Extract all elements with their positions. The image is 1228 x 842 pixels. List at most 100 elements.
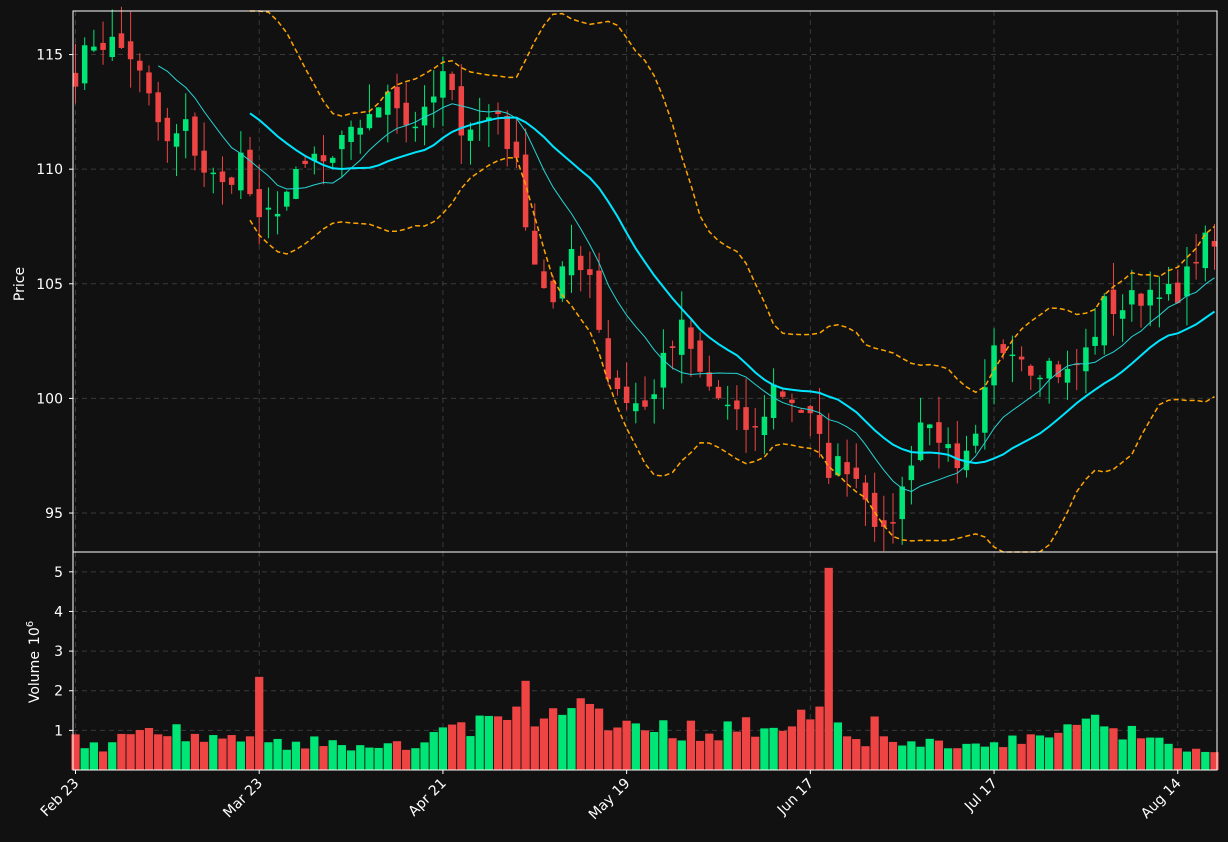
candle-body [164, 117, 171, 142]
volume-axis-exponent: 6 [25, 621, 36, 627]
price-tick-label: 95 [45, 506, 63, 522]
volume-bar [1026, 734, 1035, 770]
candle-body [862, 482, 869, 500]
volume-bar [1127, 725, 1136, 770]
candle-body [1193, 261, 1199, 264]
volume-bar [971, 743, 980, 770]
candle-body [1211, 240, 1218, 247]
candle-body [118, 33, 125, 48]
volume-bar [723, 721, 732, 770]
candle-body [743, 407, 749, 430]
candle-body [320, 155, 327, 162]
candle-body [798, 409, 804, 413]
volume-bar [622, 720, 631, 770]
volume-bar [549, 708, 558, 770]
candle-body [835, 456, 841, 476]
volume-bar [1173, 748, 1182, 770]
bollinger-lower-line [249, 157, 1215, 553]
candle-body [219, 171, 226, 183]
candle-body [329, 157, 336, 163]
volume-bar [576, 698, 585, 770]
volume-bar [631, 723, 640, 770]
candle-body [137, 60, 143, 71]
volume-bar [521, 680, 530, 770]
volume-bar [539, 718, 549, 770]
candle-body [293, 168, 299, 199]
candle-body [1055, 364, 1062, 378]
candle-body [284, 191, 290, 207]
candle-body [1092, 336, 1098, 346]
candle-body [697, 340, 703, 372]
candle-body [1156, 297, 1163, 299]
volume-bar [475, 715, 484, 770]
volume-bar [741, 717, 751, 770]
volume-bar [567, 708, 576, 770]
candle-body [917, 422, 924, 461]
candle-body [614, 377, 621, 390]
price-tick-label: 100 [36, 391, 63, 407]
candle-body [173, 133, 180, 147]
candle-body [182, 119, 189, 131]
volume-bar [797, 709, 806, 770]
volume-bar [264, 742, 273, 770]
candle-body [72, 72, 79, 87]
candle-body [127, 41, 134, 60]
volume-bar [144, 727, 154, 770]
candle-body [1028, 365, 1034, 376]
candle-body [440, 71, 446, 98]
volume-bar [1109, 728, 1118, 770]
volume-bar [429, 732, 438, 770]
volume-bar [181, 741, 190, 770]
volume-bar [870, 716, 879, 770]
volume-bar [199, 741, 209, 770]
candle-body [844, 462, 850, 475]
volume-bar [1191, 748, 1201, 770]
candle-body [394, 86, 400, 109]
volume-bar [420, 742, 429, 770]
volume-bar [1136, 738, 1146, 770]
volume-bar [493, 716, 503, 770]
candle-body [522, 154, 529, 228]
candle-body [302, 160, 308, 164]
price-tick-label: 115 [36, 48, 63, 64]
volume-bar [916, 746, 925, 770]
volume-axis-multiplier: 10 [27, 627, 43, 645]
candle-body [1129, 290, 1135, 305]
price-tick-label: 105 [36, 277, 63, 293]
candle-body [881, 520, 887, 527]
volume-bar [365, 747, 374, 770]
volume-bar [999, 747, 1008, 770]
volume-bar [512, 706, 521, 770]
volume-bar [732, 731, 741, 770]
volume-bar [1072, 724, 1081, 770]
candle-body [605, 338, 612, 380]
volume-bar [1090, 714, 1100, 770]
volume-bar [1063, 724, 1072, 770]
volume-bar [328, 740, 337, 770]
volume-bar [769, 727, 778, 770]
volume-bar [154, 734, 163, 770]
volume-bar [907, 741, 916, 770]
volume-bars [71, 567, 1219, 770]
candle-body [449, 73, 455, 91]
volume-bar [778, 730, 787, 770]
candle-body [890, 522, 896, 524]
volume-bar [163, 736, 172, 770]
volume-bar [190, 733, 200, 770]
price-axis-ticks: 95 100 105 110 115 [36, 48, 73, 522]
candle-body [1202, 232, 1209, 269]
candle-body [853, 467, 860, 479]
candle-body [1175, 282, 1181, 303]
candle-body [706, 372, 713, 387]
volume-bar [1182, 751, 1192, 770]
candle-body [274, 213, 281, 217]
price-axis-label: Price [12, 267, 28, 301]
candle-body [1064, 368, 1071, 383]
volume-bar [705, 733, 714, 770]
candle-body [1147, 289, 1153, 306]
candle-body [467, 129, 474, 141]
volume-bar [1008, 735, 1017, 770]
volume-bar [953, 748, 962, 770]
volume-bar [962, 743, 971, 770]
price-tick-label: 110 [36, 162, 63, 178]
